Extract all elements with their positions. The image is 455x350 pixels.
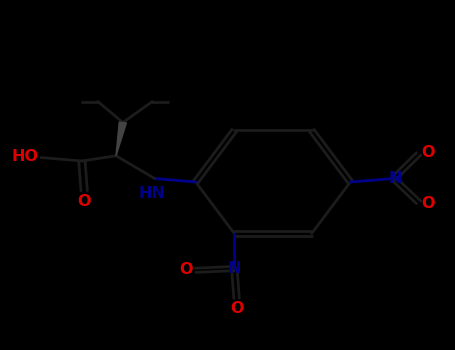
Text: N: N — [228, 261, 241, 276]
Polygon shape — [116, 122, 126, 156]
Text: HN: HN — [139, 186, 166, 201]
Text: O: O — [77, 194, 91, 209]
Text: O: O — [421, 146, 435, 160]
Text: O: O — [230, 301, 243, 316]
Text: O: O — [421, 196, 435, 211]
Text: O: O — [179, 262, 193, 277]
Text: N: N — [388, 171, 402, 186]
Text: HO: HO — [12, 149, 39, 164]
